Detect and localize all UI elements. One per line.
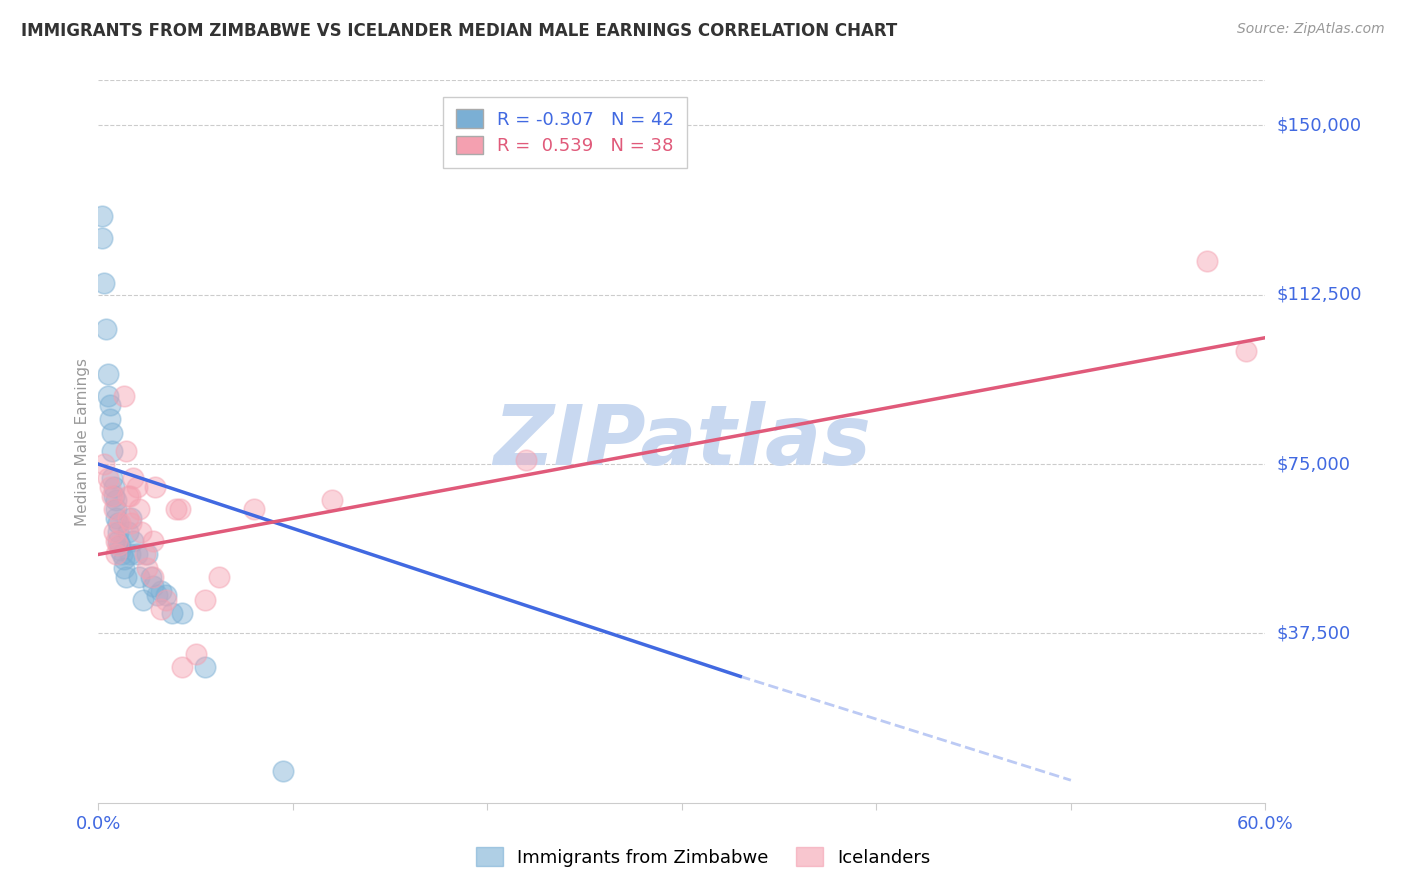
Point [139,570,162,584]
Point [112,389,135,403]
Point [121,511,143,525]
Point [97,367,120,381]
Point [97,470,120,484]
Point [101,489,124,503]
Point [142,570,165,584]
Point [118,489,141,503]
Point [128,570,150,584]
Point [122,470,145,484]
Point [107,533,129,548]
Point [108,516,131,530]
Point [143,480,166,494]
Point [271,764,294,779]
Point [127,480,149,494]
Text: $75,000: $75,000 [1277,455,1351,473]
Point [91,231,114,245]
Point [194,660,217,674]
Point [149,601,172,615]
Point [146,588,169,602]
Point [97,389,120,403]
Point [165,502,187,516]
Point [93,457,115,471]
Point [162,606,184,620]
Point [104,493,127,508]
Point [136,548,159,562]
Point [91,209,114,223]
Point [104,548,127,562]
Point [103,489,125,503]
Text: $150,000: $150,000 [1277,117,1361,135]
Point [108,542,131,557]
Point [112,552,135,566]
Point [98,480,121,494]
Point [243,502,266,516]
Point [122,533,145,548]
Point [1234,344,1257,359]
Point [117,524,139,539]
Point [170,660,193,674]
Point [107,516,129,530]
Point [132,592,155,607]
Point [114,443,136,458]
Point [128,502,150,516]
Point [117,511,139,525]
Point [1195,253,1218,268]
Point [515,452,537,467]
Point [96,321,118,335]
Point [104,511,127,525]
Point [107,538,129,552]
Point [111,548,134,562]
Point [155,592,177,607]
Point [107,524,129,539]
Point [208,570,231,584]
Point [103,502,125,516]
Point [104,533,127,548]
Point [114,570,136,584]
Point [184,647,207,661]
Point [101,470,124,484]
Point [101,425,124,440]
Point [121,516,143,530]
Text: IMMIGRANTS FROM ZIMBABWE VS ICELANDER MEDIAN MALE EARNINGS CORRELATION CHART: IMMIGRANTS FROM ZIMBABWE VS ICELANDER ME… [21,22,897,40]
Point [194,592,217,607]
Point [321,493,343,508]
Point [117,489,139,503]
Text: $37,500: $37,500 [1277,624,1351,642]
Legend: Immigrants from Zimbabwe, Icelanders: Immigrants from Zimbabwe, Icelanders [468,840,938,874]
Point [127,548,149,562]
Point [103,524,125,539]
Text: Source: ZipAtlas.com: Source: ZipAtlas.com [1237,22,1385,37]
Point [129,524,152,539]
Point [142,533,165,548]
Point [103,480,125,494]
Point [134,548,156,562]
Point [112,561,135,575]
Point [101,443,124,458]
Y-axis label: Median Male Earnings: Median Male Earnings [75,358,90,525]
Point [170,606,193,620]
Text: ZIPatlas: ZIPatlas [494,401,870,482]
Point [104,502,127,516]
Point [149,583,172,598]
Point [108,538,131,552]
Point [142,579,165,593]
Point [93,277,115,291]
Point [98,412,121,426]
Legend: R = -0.307   N = 42, R =  0.539   N = 38: R = -0.307 N = 42, R = 0.539 N = 38 [443,96,688,168]
Point [118,548,141,562]
Text: $112,500: $112,500 [1277,285,1362,304]
Point [98,398,121,412]
Point [155,588,177,602]
Point [136,561,159,575]
Point [169,502,191,516]
